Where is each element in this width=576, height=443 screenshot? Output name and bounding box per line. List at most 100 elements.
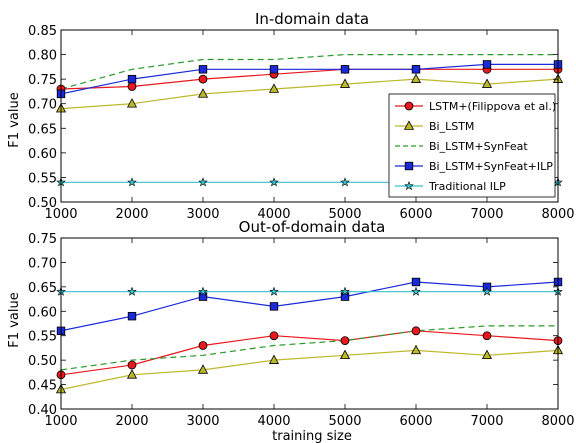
- data-point: [411, 286, 421, 296]
- data-point: [268, 83, 280, 93]
- x-axis-label: training size: [272, 429, 352, 443]
- data-point: [127, 82, 137, 91]
- x-tick-label: 4000: [257, 207, 290, 222]
- data-point: [198, 341, 208, 350]
- data-point: [340, 286, 350, 296]
- data-point: [481, 349, 493, 360]
- data-point: [340, 336, 350, 346]
- legend-marker: [404, 101, 414, 111]
- data-point: [127, 177, 137, 187]
- x-tick-label: 5000: [328, 207, 361, 222]
- y-tick-label: 0.65: [28, 281, 57, 296]
- legend-box: [388, 93, 556, 198]
- data-point: [411, 277, 421, 287]
- data-point: [197, 364, 209, 374]
- data-point: [127, 360, 137, 370]
- x-tick-label: 6000: [399, 414, 432, 429]
- in-domain-title: In-domain data: [255, 10, 369, 28]
- legend-marker: [403, 120, 415, 130]
- data-point: [126, 98, 138, 108]
- y-tick-label: 0.85: [28, 24, 57, 39]
- series-line: [61, 281, 558, 332]
- y-tick-label: 0.40: [28, 403, 57, 418]
- plot-area: [61, 281, 558, 391]
- legend-marker: [404, 181, 414, 191]
- data-point: [127, 74, 137, 84]
- legend-marker: [404, 161, 414, 171]
- data-point: [340, 65, 350, 74]
- data-point: [340, 292, 350, 301]
- series-line: [61, 78, 558, 110]
- data-point: [410, 73, 422, 83]
- out-of-domain-panel: Out-of-domain data F1 value training siz…: [7, 218, 575, 443]
- legend: LSTM+(Filippova et al.) Bi_LSTM Bi_LSTM+Sy…: [388, 93, 556, 198]
- x-tick-label: 1000: [44, 207, 77, 222]
- series-line: [61, 63, 558, 95]
- legend-label: Bi_LSTM+SynFeat: [429, 140, 528, 153]
- data-point: [411, 65, 421, 74]
- x-tick-label: 8000: [541, 207, 574, 222]
- series-line: [61, 68, 558, 90]
- y-tick-label: 0.50: [28, 196, 57, 211]
- x-tick-label: 8000: [541, 414, 574, 429]
- data-point: [126, 369, 138, 379]
- x-tick-label: 4000: [257, 414, 290, 429]
- data-point: [410, 344, 422, 355]
- data-point: [481, 78, 493, 88]
- x-tick-label: 7000: [470, 414, 503, 429]
- x-tick-label: 3000: [186, 207, 219, 222]
- data-point: [340, 177, 350, 187]
- y-tick-label: 0.80: [28, 49, 57, 64]
- data-point: [269, 286, 279, 296]
- in-domain-ylabel: F1 value: [7, 92, 22, 147]
- y-tick-label: 0.70: [28, 256, 57, 271]
- data-point: [198, 177, 208, 187]
- legend-label: LSTM+(Filippova et al.): [429, 100, 556, 113]
- data-point: [269, 177, 279, 187]
- data-point: [482, 286, 492, 296]
- y-tick-label: 0.45: [28, 379, 57, 394]
- y-tick-label: 0.50: [28, 354, 57, 369]
- x-tick-label: 5000: [328, 414, 361, 429]
- y-tick-label: 0.65: [28, 122, 57, 137]
- data-point: [269, 302, 279, 311]
- data-point: [269, 331, 279, 341]
- y-tick-label: 0.70: [28, 98, 57, 113]
- y-tick-label: 0.60: [28, 147, 57, 162]
- data-point: [411, 326, 421, 336]
- data-point: [482, 331, 492, 341]
- in-domain-panel: In-domain data F1 value 1000 2000 3000 4000…: [7, 10, 575, 222]
- axes-frame: [60, 29, 559, 203]
- series-line: [61, 53, 558, 90]
- data-point: [198, 286, 208, 296]
- x-tick-label: 2000: [115, 207, 148, 222]
- data-point: [268, 354, 280, 364]
- series-line: [61, 349, 558, 391]
- data-point: [198, 74, 208, 84]
- legend-label: Bi_LSTM+SynFeat+ILP: [429, 160, 553, 173]
- x-tick-label: 3000: [186, 414, 219, 429]
- data-point: [339, 78, 351, 88]
- y-tick-label: 0.75: [28, 73, 57, 88]
- x-tick-label: 7000: [470, 207, 503, 222]
- y-tick-label: 0.75: [28, 232, 57, 247]
- out-of-domain-title: Out-of-domain data: [239, 218, 386, 236]
- data-point: [198, 65, 208, 74]
- legend-label: Traditional ILP: [428, 180, 506, 193]
- data-point: [269, 65, 279, 74]
- data-point: [197, 88, 209, 98]
- out-of-domain-ylabel: F1 value: [7, 292, 22, 347]
- data-point: [127, 286, 137, 296]
- axes-frame: [60, 237, 559, 410]
- data-point: [482, 60, 492, 69]
- legend-label: Bi_LSTM: [429, 120, 474, 133]
- data-point: [198, 292, 208, 301]
- x-tick-label: 2000: [115, 414, 148, 429]
- series-line: [61, 325, 558, 371]
- y-tick-label: 0.60: [28, 305, 57, 320]
- data-point: [339, 349, 351, 360]
- y-tick-label: 0.55: [28, 171, 57, 186]
- data-point: [127, 311, 137, 321]
- x-tick-label: 6000: [399, 207, 432, 222]
